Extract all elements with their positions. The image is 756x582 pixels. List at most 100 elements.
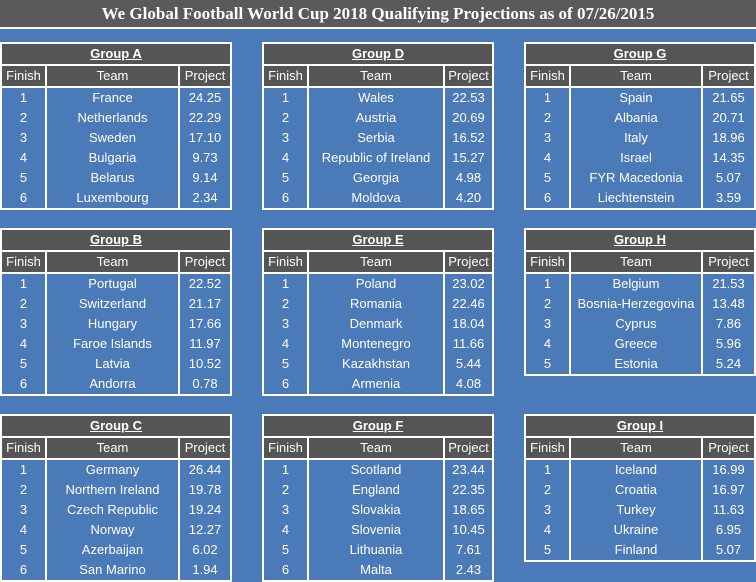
team-cell: Northern Ireland bbox=[45, 480, 179, 500]
finish-cell: 4 bbox=[281, 150, 290, 165]
team-cell: Faroe Islands bbox=[45, 334, 179, 354]
table-row: 2 Romania 22.46 bbox=[264, 294, 492, 314]
table-row: 5 Finland 5.07 bbox=[526, 540, 754, 560]
group-table-group-e: Group E Finish Team Project 1 Poland 23.02 2 Rom… bbox=[262, 228, 494, 396]
finish-cell: 5 bbox=[19, 170, 28, 185]
table-row: 1 Poland 23.02 bbox=[264, 273, 492, 294]
project-cell: 13.48 bbox=[701, 294, 754, 314]
team-column-header: Team bbox=[307, 438, 444, 460]
header-row: Finish Team Project bbox=[264, 438, 492, 460]
finish-cell: 6 bbox=[281, 376, 290, 391]
finish-cell: 4 bbox=[19, 522, 28, 537]
table-row: 2 Austria 20.69 bbox=[264, 108, 492, 128]
table-row: 4 Slovenia 10.45 bbox=[264, 520, 492, 540]
table-row: 3 Denmark 18.04 bbox=[264, 314, 492, 334]
team-cell: England bbox=[307, 480, 444, 500]
finish-cell: 3 bbox=[281, 502, 290, 517]
table-row: 6 Andorra 0.78 bbox=[2, 374, 230, 394]
team-cell: Kazakhstan bbox=[307, 354, 444, 374]
team-column-header: Team bbox=[45, 252, 179, 274]
group-title: Group F bbox=[264, 416, 492, 438]
project-cell: 21.17 bbox=[178, 294, 230, 314]
team-column-header: Team bbox=[569, 438, 702, 460]
table-row: 6 Luxembourg 2.34 bbox=[2, 188, 230, 208]
project-cell: 11.63 bbox=[701, 500, 754, 520]
team-cell: Scotland bbox=[307, 459, 444, 480]
table-row: 1 Germany 26.44 bbox=[2, 459, 230, 480]
table-row: 5 Latvia 10.52 bbox=[2, 354, 230, 374]
project-cell: 3.59 bbox=[701, 188, 754, 208]
project-cell: 18.04 bbox=[443, 314, 492, 334]
project-cell: 26.44 bbox=[178, 459, 230, 480]
table-row: 3 Turkey 11.63 bbox=[526, 500, 754, 520]
team-cell: Malta bbox=[307, 560, 444, 580]
team-cell: Luxembourg bbox=[45, 188, 179, 208]
team-cell: Italy bbox=[569, 128, 702, 148]
finish-cell: 4 bbox=[19, 336, 28, 351]
team-cell: Czech Republic bbox=[45, 500, 179, 520]
finish-cell: 2 bbox=[281, 482, 290, 497]
table-row: 2 Croatia 16.97 bbox=[526, 480, 754, 500]
project-cell: 7.86 bbox=[701, 314, 754, 334]
table-row: 1 Iceland 16.99 bbox=[526, 459, 754, 480]
project-column-header: Project bbox=[443, 66, 492, 88]
group-table-group-f: Group F Finish Team Project 1 Scotland 23.44 2 E… bbox=[262, 414, 494, 582]
team-cell: FYR Macedonia bbox=[569, 168, 702, 188]
team-cell: Denmark bbox=[307, 314, 444, 334]
table-row: 6 Malta 2.43 bbox=[264, 560, 492, 580]
header-row: Finish Team Project bbox=[2, 66, 230, 88]
finish-cell: 6 bbox=[281, 562, 290, 577]
group-table-group-b: Group B Finish Team Project 1 Portugal 22.52 2 S… bbox=[0, 228, 232, 396]
team-cell: Belarus bbox=[45, 168, 179, 188]
finish-cell: 5 bbox=[19, 542, 28, 557]
table-row: 6 Liechtenstein 3.59 bbox=[526, 188, 754, 208]
header-row: Finish Team Project bbox=[526, 252, 754, 274]
project-cell: 6.02 bbox=[178, 540, 230, 560]
finish-cell: 4 bbox=[543, 336, 552, 351]
project-cell: 20.71 bbox=[701, 108, 754, 128]
table-row: 4 Faroe Islands 11.97 bbox=[2, 334, 230, 354]
table-row: 1 Spain 21.65 bbox=[526, 87, 754, 108]
project-cell: 20.69 bbox=[443, 108, 492, 128]
team-cell: Armenia bbox=[307, 374, 444, 394]
finish-cell: 6 bbox=[281, 190, 290, 205]
table-row: 2 Netherlands 22.29 bbox=[2, 108, 230, 128]
team-cell: Andorra bbox=[45, 374, 179, 394]
project-cell: 10.52 bbox=[178, 354, 230, 374]
project-cell: 7.61 bbox=[443, 540, 492, 560]
finish-column-header: Finish bbox=[526, 438, 570, 460]
project-cell: 5.96 bbox=[701, 334, 754, 354]
team-cell: Bulgaria bbox=[45, 148, 179, 168]
standings-table: Finish Team Project 1 Belgium 21.53 2 Bosnia-He… bbox=[526, 252, 754, 374]
project-cell: 12.27 bbox=[178, 520, 230, 540]
project-cell: 5.07 bbox=[701, 168, 754, 188]
finish-cell: 6 bbox=[543, 190, 552, 205]
finish-cell: 5 bbox=[281, 170, 290, 185]
table-row: 2 Northern Ireland 19.78 bbox=[2, 480, 230, 500]
team-cell: Israel bbox=[569, 148, 702, 168]
team-column-header: Team bbox=[45, 438, 179, 460]
team-cell: Portugal bbox=[45, 273, 179, 294]
table-row: 1 France 24.25 bbox=[2, 87, 230, 108]
finish-cell: 3 bbox=[19, 502, 28, 517]
project-cell: 11.66 bbox=[443, 334, 492, 354]
table-row: 5 Georgia 4.98 bbox=[264, 168, 492, 188]
table-row: 2 Bosnia-Herzegovina 13.48 bbox=[526, 294, 754, 314]
finish-cell: 2 bbox=[543, 110, 552, 125]
table-row: 3 Sweden 17.10 bbox=[2, 128, 230, 148]
project-cell: 16.52 bbox=[443, 128, 492, 148]
group-title: Group D bbox=[264, 44, 492, 66]
group-title: Group I bbox=[526, 416, 754, 438]
table-row: 4 Israel 14.35 bbox=[526, 148, 754, 168]
finish-cell: 5 bbox=[543, 542, 552, 557]
team-cell: Republic of Ireland bbox=[307, 148, 444, 168]
project-cell: 16.97 bbox=[701, 480, 754, 500]
table-row: 2 Switzerland 21.17 bbox=[2, 294, 230, 314]
team-cell: France bbox=[45, 87, 179, 108]
table-row: 5 Kazakhstan 5.44 bbox=[264, 354, 492, 374]
project-cell: 5.44 bbox=[443, 354, 492, 374]
table-row: 1 Portugal 22.52 bbox=[2, 273, 230, 294]
table-row: 2 England 22.35 bbox=[264, 480, 492, 500]
team-cell: Germany bbox=[45, 459, 179, 480]
group-table-group-a: Group A Finish Team Project 1 France 24.25 2 Net… bbox=[0, 42, 232, 210]
